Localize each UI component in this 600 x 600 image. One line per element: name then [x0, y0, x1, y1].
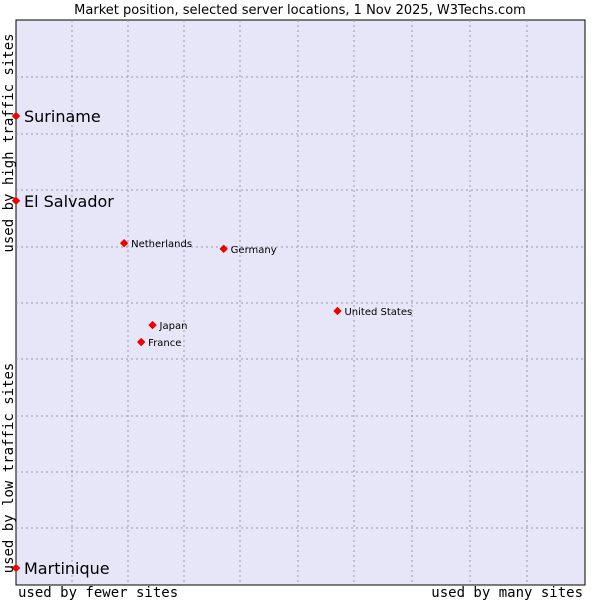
data-point-netherlands[interactable]: Netherlands — [119, 238, 192, 250]
data-point-suriname[interactable]: Suriname — [11, 107, 101, 126]
data-label: Martinique — [24, 559, 110, 578]
data-point-japan[interactable]: Japan — [148, 320, 188, 332]
x-axis-label-low: used by fewer sites — [18, 585, 178, 600]
data-label: Suriname — [24, 107, 101, 126]
grid — [16, 20, 585, 585]
marker — [119, 238, 129, 248]
marker — [11, 111, 21, 121]
data-label: France — [148, 338, 181, 349]
marker — [333, 306, 342, 316]
marker — [11, 196, 21, 205]
data-points: Suriname El Salvador Netherlands Germany Uni… — [11, 107, 412, 578]
data-point-martinique[interactable]: Martinique — [11, 559, 110, 578]
plot-area — [15, 19, 586, 586]
x-axis-label-high: used by many sites — [431, 585, 583, 600]
data-label: El Salvador — [24, 192, 114, 211]
marker — [136, 337, 146, 347]
data-point-united-states[interactable]: United States — [333, 306, 412, 318]
marker — [148, 320, 157, 330]
data-point-france[interactable]: France — [136, 337, 181, 349]
data-label: Germany — [231, 245, 277, 256]
data-point-el-salvador[interactable]: El Salvador — [11, 192, 114, 211]
marker — [219, 244, 228, 254]
data-label: Netherlands — [131, 239, 192, 250]
y-axis-label-high: used by high traffic sites — [1, 33, 17, 252]
chart-title: Market position, selected server locatio… — [74, 3, 526, 18]
data-label: United States — [344, 307, 412, 318]
data-point-germany[interactable]: Germany — [219, 244, 277, 256]
marker — [11, 563, 21, 573]
data-label: Japan — [159, 321, 188, 332]
y-axis-label-low: used by low traffic sites — [1, 363, 17, 574]
